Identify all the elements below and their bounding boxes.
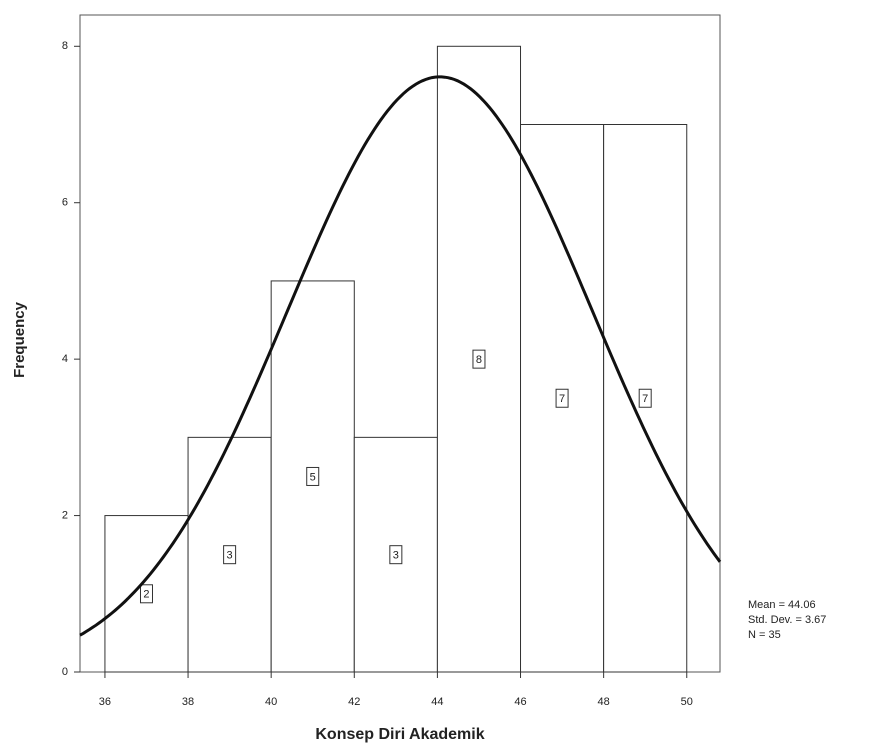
x-tick-label: 36 xyxy=(99,696,111,708)
value-label: 7 xyxy=(642,393,648,405)
value-label-box xyxy=(223,545,237,565)
normal-curve xyxy=(79,75,722,637)
value-label-box xyxy=(638,388,652,408)
x-tick-label: 40 xyxy=(265,696,277,708)
value-label-box xyxy=(472,349,486,369)
stat-label: Std. Dev. = 3.67 xyxy=(748,614,826,626)
value-label-box xyxy=(139,584,153,604)
x-tick-label: 44 xyxy=(431,696,443,708)
x-tick-label: 50 xyxy=(681,696,693,708)
value-label: 8 xyxy=(476,354,482,366)
value-label: 7 xyxy=(559,393,565,405)
value-label-box xyxy=(306,466,320,486)
y-tick-label: 6 xyxy=(62,197,68,209)
y-tick-label: 4 xyxy=(62,353,68,365)
y-tick-label: 0 xyxy=(62,666,68,678)
value-label: 5 xyxy=(310,471,316,483)
y-tick-label: 2 xyxy=(62,509,68,521)
value-label: 3 xyxy=(393,550,399,562)
x-axis-label: Konsep Diri Akademik xyxy=(315,726,484,743)
x-tick-label: 46 xyxy=(514,696,526,708)
x-tick-label: 42 xyxy=(348,696,360,708)
x-tick-label: 48 xyxy=(598,696,610,708)
value-label: 3 xyxy=(227,550,233,562)
value-label: 2 xyxy=(143,589,149,601)
y-axis-label: Frequency xyxy=(11,301,28,378)
y-tick-label: 8 xyxy=(62,40,68,52)
stat-label: Mean = 44.06 xyxy=(748,599,816,611)
stat-label: N = 35 xyxy=(748,629,781,641)
x-tick-label: 38 xyxy=(182,696,194,708)
value-label-box xyxy=(389,545,403,565)
value-label-box xyxy=(555,388,569,408)
